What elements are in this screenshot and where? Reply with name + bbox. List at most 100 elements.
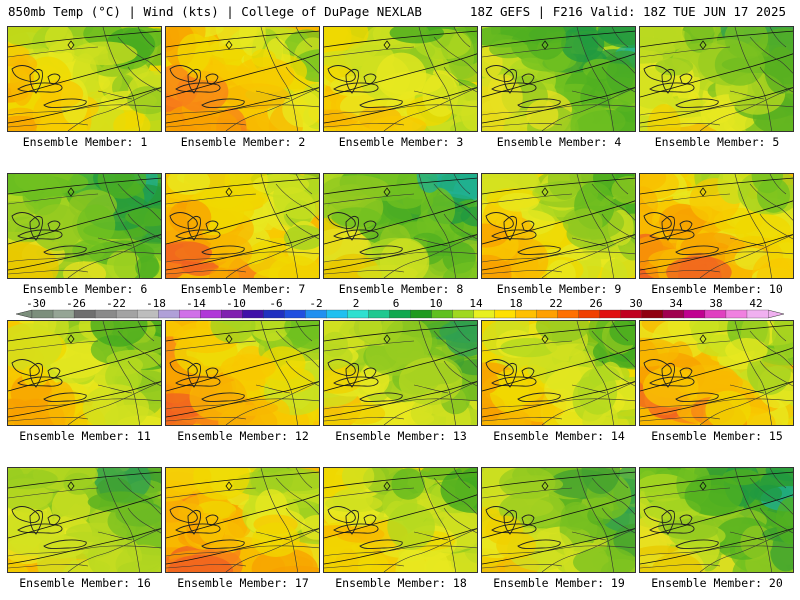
diamond-marker-icon [699,40,707,50]
ensemble-map-9 [481,173,636,279]
temperature-field-16 [8,468,161,572]
colorbar-swatch [557,309,580,319]
colorbar-swatch [305,309,327,319]
temperature-field-1 [8,27,161,131]
colorbar-swatch [347,309,369,319]
diamond-marker-icon [225,40,233,50]
colorbar-swatch [200,309,222,319]
ensemble-member-label: Ensemble Member: 19 [493,576,625,590]
colorbar-tick-label: -30 [26,297,46,310]
diamond-marker-icon [67,334,75,344]
ensemble-member-label: Ensemble Member: 9 [496,282,622,296]
colorbar-swatch [284,309,306,319]
colorbar-swatch [115,309,138,319]
colorbar-tick-label: 6 [393,297,400,310]
ensemble-member-label: Ensemble Member: 20 [651,576,783,590]
ensemble-member-label: Ensemble Member: 15 [651,429,783,443]
colorbar-swatch [368,309,390,319]
ensemble-map-6 [7,173,162,279]
colorbar-tick-label: 26 [589,297,602,310]
colorbar-swatch [73,309,96,319]
colorbar-swatch [410,309,432,319]
temperature-field-6 [8,174,161,278]
ensemble-member-label: Ensemble Member: 6 [22,282,148,296]
temperature-field-12 [166,321,319,425]
ensemble-member-label: Ensemble Member: 10 [651,282,783,296]
colorbar-swatch [242,309,264,319]
temperature-field-10 [640,174,793,278]
diamond-marker-icon [541,187,549,197]
colorbar-swatch [725,309,748,319]
temperature-field-18 [324,468,477,572]
ensemble-map-19 [481,467,636,573]
temperature-field-2 [166,27,319,131]
colorbar-tick-label: 18 [509,297,522,310]
colorbar-swatch [136,309,159,319]
ensemble-map-18 [323,467,478,573]
valid-time: 18Z GEFS | F216 Valid: 18Z TUE JUN 17 20… [469,4,786,19]
ensemble-map-15 [639,320,794,426]
ensemble-member-label: Ensemble Member: 11 [19,429,151,443]
temperature-field-19 [482,468,635,572]
colorbar-swatch [452,309,475,319]
colorbar-tick-label: -26 [66,297,86,310]
ensemble-member-label: Ensemble Member: 16 [19,576,151,590]
temperature-field-15 [640,321,793,425]
colorbar-swatch [746,309,769,319]
ensemble-map-8 [323,173,478,279]
colorbar-swatch [683,309,706,319]
temperature-field-7 [166,174,319,278]
diamond-marker-icon [225,481,233,491]
diamond-marker-icon [383,187,391,197]
ensemble-map-11 [7,320,162,426]
diamond-marker-icon [541,481,549,491]
colorbar-swatch [263,309,285,319]
colorbar-swatch [578,309,601,319]
ensemble-member-label: Ensemble Member: 13 [335,429,467,443]
colorbar-tick-label: 14 [469,297,483,310]
colorbar-swatch [431,309,454,319]
colorbar-swatch [620,309,643,319]
ensemble-map-14 [481,320,636,426]
diamond-marker-icon [383,481,391,491]
ensemble-member-label: Ensemble Member: 14 [493,429,625,443]
ensemble-member-label: Ensemble Member: 12 [177,429,309,443]
colorbar-high-arrow [767,309,785,319]
diamond-marker-icon [541,334,549,344]
temperature-field-20 [640,468,793,572]
diamond-marker-icon [67,481,75,491]
ensemble-map-17 [165,467,320,573]
colorbar-swatch [494,309,517,319]
diamond-marker-icon [699,187,707,197]
temperature-field-3 [324,27,477,131]
ensemble-map-4 [481,26,636,132]
diamond-marker-icon [699,334,707,344]
map-title: 850mb Temp (°C) | Wind (kts) | College o… [8,4,422,19]
colorbar-tick-label: 30 [629,297,642,310]
colorbar-swatch [179,309,201,319]
temperature-field-17 [166,468,319,572]
colorbar-swatch [221,309,243,319]
ensemble-map-12 [165,320,320,426]
diamond-marker-icon [225,334,233,344]
ensemble-map-1 [7,26,162,132]
temperature-field-9 [482,174,635,278]
diamond-marker-icon [67,187,75,197]
colorbar-swatch [704,309,727,319]
colorbar-tick-label: 42 [749,297,762,310]
colorbar-tick-label: -10 [226,297,246,310]
temperature-field-4 [482,27,635,131]
ensemble-map-10 [639,173,794,279]
colorbar-swatch [389,309,411,319]
ensemble-member-label: Ensemble Member: 8 [338,282,464,296]
ensemble-map-5 [639,26,794,132]
temperature-colorbar: -30 -26 -22 -18 -14 -10 -6 -2 2 6 10 14 18 22 26 30 34 38… [15,297,785,319]
diamond-marker-icon [383,40,391,50]
colorbar-tick-label: -2 [309,297,322,310]
colorbar-tick-label: 34 [669,297,683,310]
ensemble-map-20 [639,467,794,573]
colorbar-low-arrow [15,309,33,319]
diamond-marker-icon [225,187,233,197]
colorbar-tick-label: 10 [429,297,442,310]
colorbar-swatch [641,309,664,319]
